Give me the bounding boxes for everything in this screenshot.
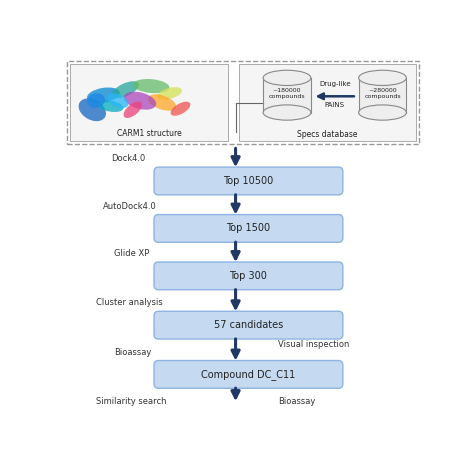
Text: Glide XP: Glide XP (114, 249, 150, 258)
Bar (263, 78, 311, 112)
Text: ~180000
compounds: ~180000 compounds (269, 88, 305, 99)
FancyBboxPatch shape (154, 311, 343, 339)
Text: Top 300: Top 300 (229, 271, 267, 281)
Ellipse shape (359, 105, 406, 120)
Text: ~280000
compounds: ~280000 compounds (364, 88, 401, 99)
Ellipse shape (108, 93, 128, 108)
Ellipse shape (263, 70, 311, 85)
Text: Cluster analysis: Cluster analysis (96, 298, 163, 307)
Ellipse shape (124, 101, 142, 118)
Text: Drug-like: Drug-like (319, 81, 351, 87)
Text: Visual inspection: Visual inspection (278, 340, 349, 349)
Text: AutoDock4.0: AutoDock4.0 (103, 201, 157, 210)
Text: Top 1500: Top 1500 (227, 223, 271, 233)
Ellipse shape (112, 81, 139, 98)
Ellipse shape (98, 100, 123, 112)
Text: 57 candidates: 57 candidates (214, 320, 283, 330)
Ellipse shape (124, 91, 156, 109)
Text: CARM1 structure: CARM1 structure (117, 129, 182, 138)
Ellipse shape (79, 99, 106, 121)
Ellipse shape (87, 88, 119, 103)
Ellipse shape (87, 93, 105, 108)
Ellipse shape (359, 70, 406, 85)
FancyBboxPatch shape (239, 64, 416, 141)
Ellipse shape (171, 101, 191, 116)
Text: Bioassay: Bioassay (114, 347, 152, 356)
Bar (359, 78, 406, 112)
Text: Dock4.0: Dock4.0 (110, 154, 145, 163)
FancyBboxPatch shape (154, 167, 343, 195)
Ellipse shape (157, 87, 182, 100)
Text: Compound DC_C11: Compound DC_C11 (201, 369, 296, 380)
Text: Bioassay: Bioassay (278, 397, 315, 406)
FancyBboxPatch shape (154, 215, 343, 242)
Text: Top 10500: Top 10500 (223, 176, 273, 186)
Text: Similarity search: Similarity search (96, 397, 166, 406)
Ellipse shape (133, 79, 169, 93)
Text: Specs database: Specs database (297, 130, 358, 139)
FancyBboxPatch shape (70, 64, 228, 141)
FancyBboxPatch shape (154, 262, 343, 290)
FancyBboxPatch shape (154, 361, 343, 388)
Ellipse shape (263, 105, 311, 120)
Text: PAINS: PAINS (325, 102, 345, 109)
Ellipse shape (148, 94, 176, 111)
